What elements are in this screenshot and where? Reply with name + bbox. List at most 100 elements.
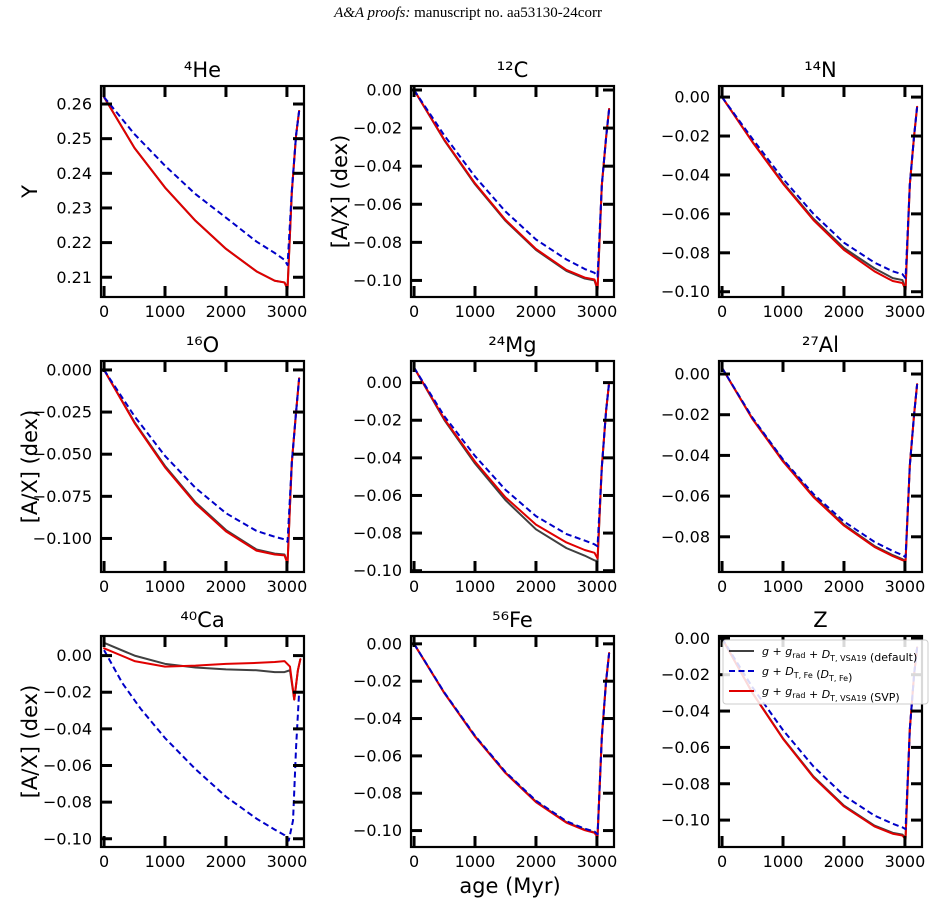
panel-1: 0 1000 2000 3000 −0.10 −0.08 −0.06 −0.04 −0.02 0.… <box>328 58 617 321</box>
series-line-default <box>103 96 301 289</box>
y-tick-label: −0.06 <box>353 195 402 214</box>
series-line-svp <box>413 642 611 839</box>
panel-title: ²⁷Al <box>802 333 839 357</box>
y-tick-label: 0.00 <box>674 629 710 648</box>
x-tick-label: 3000 <box>885 302 926 321</box>
axes-frame <box>409 84 616 299</box>
x-tick-label: 2000 <box>516 302 557 321</box>
series-line-svp <box>721 366 919 563</box>
y-tick-label: −0.04 <box>353 709 402 728</box>
legend-box <box>722 639 929 705</box>
y-tick-label: −0.02 <box>353 119 402 138</box>
y-tick-label: 0.23 <box>56 198 92 217</box>
x-tick-label: 3000 <box>577 302 618 321</box>
y-tick-label: −0.04 <box>661 446 710 465</box>
y-tick-label: −0.02 <box>661 127 710 146</box>
series-line-fe <box>103 649 301 842</box>
series-line-fe <box>721 96 919 280</box>
panel-title: Z <box>813 608 827 632</box>
x-tick-label: 0 <box>409 852 419 871</box>
legend: g + grad + DT, VSA19 (default)g + DT, Fe… <box>722 639 929 705</box>
y-tick-label: −0.06 <box>353 486 402 505</box>
x-tick-label: 3000 <box>267 852 308 871</box>
y-tick-label: −0.04 <box>353 157 402 176</box>
y-tick-label: −0.10 <box>43 829 92 848</box>
series-line-svp <box>413 366 611 560</box>
y-tick-label: −0.10 <box>353 561 402 580</box>
axes-frame <box>717 634 924 849</box>
y-tick-label: 0.00 <box>674 88 710 107</box>
x-tick-label: 1000 <box>455 577 496 596</box>
series-line-default <box>103 641 302 701</box>
y-tick-label: 0.00 <box>366 80 402 99</box>
y-tick-label: 0.22 <box>56 233 92 252</box>
y-axis-label: [A/X] (dex) <box>18 410 42 524</box>
y-axis-label: [A/X] (dex) <box>18 685 42 799</box>
panel-title: ²⁴Mg <box>488 333 536 357</box>
x-tick-label: 3000 <box>577 577 618 596</box>
y-tick-label: 0.21 <box>56 268 92 287</box>
panel-3: 0 1000 2000 3000 −0.100 −0.075 −0.050 −0.025 0.0… <box>18 333 307 596</box>
y-tick-label: 0.25 <box>56 129 92 148</box>
y-tick-label: −0.08 <box>661 774 710 793</box>
y-tick-label: 0.00 <box>674 365 710 384</box>
series-line-default <box>413 89 611 291</box>
x-tick-label: 2000 <box>516 852 557 871</box>
x-tick-label: 3000 <box>885 577 926 596</box>
x-tick-label: 0 <box>717 302 727 321</box>
axes-frame <box>717 84 924 299</box>
x-tick-label: 0 <box>717 577 727 596</box>
x-tick-label: 1000 <box>763 852 804 871</box>
y-tick-label: −0.02 <box>661 405 710 424</box>
panel-title: ⁴He <box>184 58 221 82</box>
series-line-fe <box>413 367 611 548</box>
y-tick-label: −0.02 <box>43 683 92 702</box>
y-tick-label: −0.050 <box>33 445 92 464</box>
series-line-svp <box>103 647 302 701</box>
y-tick-label: 0.00 <box>56 646 92 665</box>
panel-title: ¹⁶O <box>186 333 219 357</box>
x-tick-label: 1000 <box>145 302 186 321</box>
y-tick-label: −0.08 <box>661 243 710 262</box>
y-tick-label: −0.04 <box>353 448 402 467</box>
page-header: A&A proofs: manuscript no. aa53130-24cor… <box>0 5 936 22</box>
x-tick-label: 1000 <box>455 302 496 321</box>
x-tick-label: 3000 <box>885 852 926 871</box>
x-tick-label: 2000 <box>824 302 865 321</box>
x-tick-label: 0 <box>99 577 109 596</box>
axes-frame <box>99 359 306 574</box>
series-line-svp <box>721 637 919 841</box>
x-tick-label: 0 <box>99 302 109 321</box>
x-tick-label: 1000 <box>455 852 496 871</box>
y-tick-label: 0.26 <box>56 95 92 114</box>
x-tick-label: 0 <box>409 577 419 596</box>
series-line-fe <box>103 369 301 543</box>
x-axis-label: age (Myr) <box>459 874 560 898</box>
panel-title: ¹²C <box>497 58 529 82</box>
y-tick-label: −0.100 <box>33 529 92 548</box>
series-line-svp <box>413 89 611 290</box>
series-line-svp <box>721 96 919 291</box>
x-tick-label: 3000 <box>267 302 308 321</box>
y-tick-label: −0.06 <box>661 204 710 223</box>
panel-8: 0 1000 2000 3000 −0.10 −0.08 −0.06 −0.04 −0.02 0.… <box>661 608 925 871</box>
x-tick-label: 0 <box>409 302 419 321</box>
axes-frame <box>409 634 616 849</box>
x-tick-label: 3000 <box>577 852 618 871</box>
x-tick-label: 2000 <box>206 852 247 871</box>
x-tick-label: 1000 <box>145 852 186 871</box>
axes-frame <box>717 359 924 574</box>
y-tick-label: −0.08 <box>43 793 92 812</box>
manuscript-id: manuscript no. aa53130-24corr <box>414 5 602 21</box>
y-tick-label: −0.075 <box>33 487 92 506</box>
series-line-default <box>721 366 919 563</box>
y-tick-label: −0.06 <box>43 756 92 775</box>
legend-label: g + grad + DT, VSA19 (default) <box>762 645 917 664</box>
x-tick-label: 0 <box>99 852 109 871</box>
panel-title: ¹⁴N <box>804 58 837 82</box>
y-tick-label: −0.04 <box>661 702 710 721</box>
y-tick-label: 0.00 <box>366 373 402 392</box>
series-line-fe <box>413 643 611 836</box>
y-tick-label: −0.06 <box>353 746 402 765</box>
